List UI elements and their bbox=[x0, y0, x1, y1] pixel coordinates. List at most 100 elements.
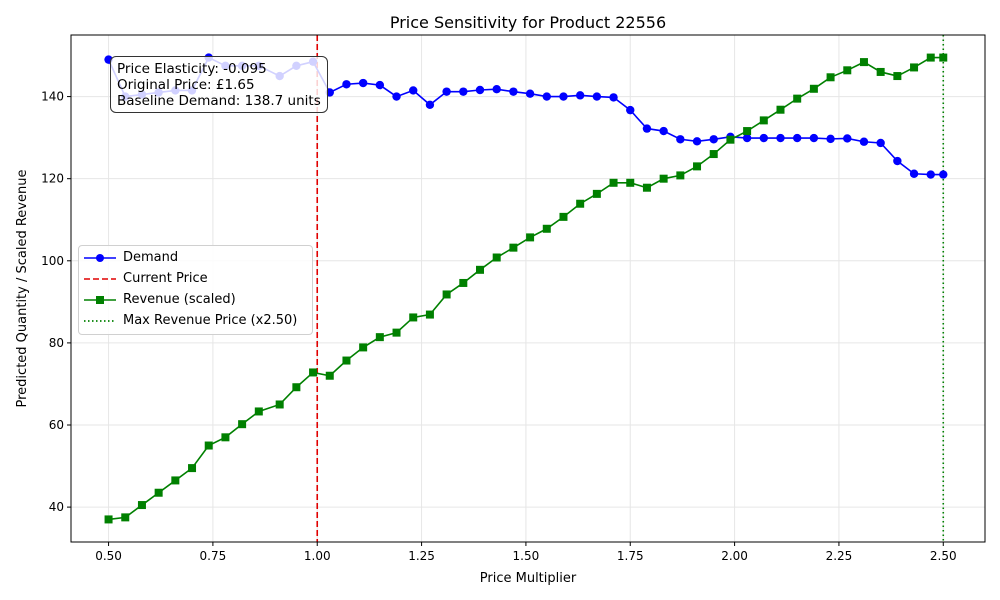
revenue-point bbox=[459, 278, 468, 287]
demand-point bbox=[575, 91, 585, 100]
revenue-point bbox=[359, 343, 368, 352]
revenue-point bbox=[659, 174, 668, 183]
x-tick-label: 1.75 bbox=[617, 549, 644, 563]
demand-point bbox=[926, 170, 935, 179]
revenue-point bbox=[759, 116, 768, 125]
revenue-point bbox=[609, 178, 618, 187]
x-axis: 0.50 0.75 1.00 1.25 1.50 1.75 2.00 2.25 2.50 bbox=[95, 542, 957, 563]
demand-point bbox=[542, 92, 551, 101]
legend-swatch-demand bbox=[84, 254, 116, 262]
revenue-point bbox=[559, 212, 568, 221]
revenue-point bbox=[893, 72, 902, 81]
revenue-point bbox=[154, 488, 163, 497]
revenue-point bbox=[826, 73, 835, 82]
demand-point bbox=[709, 135, 718, 144]
revenue-point bbox=[910, 63, 919, 72]
legend-item-max-revenue-price: Max Revenue Price (x2.50) bbox=[79, 311, 312, 331]
revenue-point bbox=[843, 66, 852, 75]
revenue-point bbox=[626, 178, 635, 187]
revenue-point bbox=[492, 253, 501, 262]
x-tick-label: 1.50 bbox=[513, 549, 540, 563]
revenue-point bbox=[926, 53, 935, 62]
demand-point bbox=[509, 87, 518, 96]
revenue-point bbox=[121, 513, 130, 522]
grid bbox=[71, 35, 985, 542]
annotation-line-original-price: Original Price: £1.65 bbox=[117, 77, 255, 93]
demand-point bbox=[626, 105, 635, 115]
legend-label: Current Price bbox=[123, 271, 208, 286]
revenue-point bbox=[743, 127, 752, 136]
revenue-point bbox=[238, 420, 247, 429]
legend-item-current-price: Current Price bbox=[79, 269, 312, 289]
revenue-point bbox=[709, 150, 718, 159]
revenue-point bbox=[592, 189, 601, 198]
revenue-point bbox=[309, 368, 318, 377]
plot-frame bbox=[70, 34, 986, 543]
revenue-point bbox=[939, 53, 948, 62]
legend-label: Max Revenue Price (x2.50) bbox=[123, 313, 298, 328]
revenue-point bbox=[576, 199, 585, 208]
legend-swatch-max-revenue-price bbox=[84, 320, 116, 322]
revenue-point bbox=[325, 371, 334, 380]
revenue-point bbox=[726, 135, 735, 144]
demand-point bbox=[425, 100, 435, 109]
revenue-point bbox=[809, 84, 818, 93]
revenue-point bbox=[859, 58, 868, 67]
revenue-point bbox=[392, 328, 401, 337]
x-tick-label: 0.75 bbox=[200, 549, 227, 563]
revenue-point bbox=[793, 94, 802, 103]
x-tick-label: 1.00 bbox=[304, 549, 331, 563]
x-tick-label: 1.25 bbox=[408, 549, 435, 563]
legend-swatch-revenue bbox=[84, 296, 116, 304]
demand-point bbox=[475, 85, 485, 95]
demand-point bbox=[409, 86, 418, 95]
revenue-point bbox=[275, 400, 284, 409]
demand-point bbox=[692, 137, 702, 146]
demand-point bbox=[459, 87, 468, 96]
revenue-point bbox=[526, 233, 535, 242]
demand-point bbox=[525, 89, 535, 98]
revenue-point bbox=[676, 171, 685, 180]
demand-point bbox=[909, 169, 919, 178]
series-revenue bbox=[104, 53, 948, 524]
revenue-point bbox=[204, 441, 213, 450]
chart-title: Price Sensitivity for Product 22556 bbox=[390, 13, 666, 32]
y-tick-label: 140 bbox=[41, 90, 64, 104]
demand-point bbox=[843, 134, 852, 143]
x-tick-label: 2.50 bbox=[930, 549, 957, 563]
legend-label: Revenue (scaled) bbox=[123, 292, 236, 307]
y-tick-label: 60 bbox=[49, 418, 64, 432]
revenue-point bbox=[137, 501, 146, 510]
revenue-point bbox=[542, 224, 551, 233]
demand-point bbox=[642, 124, 652, 133]
demand-point bbox=[358, 78, 368, 88]
revenue-point bbox=[693, 162, 702, 171]
demand-point bbox=[609, 93, 618, 102]
demand-point bbox=[492, 84, 501, 94]
demand-point bbox=[759, 133, 769, 143]
demand-point bbox=[893, 156, 902, 166]
annotation-line-baseline-demand: Baseline Demand: 138.7 units bbox=[117, 93, 321, 109]
legend-item-demand: Demand bbox=[79, 248, 312, 268]
x-tick-label: 0.50 bbox=[95, 549, 122, 563]
demand-point bbox=[659, 126, 668, 136]
revenue-point bbox=[375, 333, 384, 342]
demand-point bbox=[592, 92, 602, 101]
x-tick-label: 2.25 bbox=[826, 549, 853, 563]
revenue-point bbox=[876, 67, 885, 76]
revenue-point bbox=[188, 464, 197, 473]
demand-point bbox=[342, 80, 351, 89]
revenue-point bbox=[509, 243, 518, 252]
y-tick-label: 120 bbox=[41, 172, 64, 186]
demand-point bbox=[776, 133, 785, 143]
demand-point bbox=[676, 135, 685, 144]
revenue-point bbox=[292, 383, 301, 392]
demand-point bbox=[559, 92, 568, 101]
x-axis-label: Price Multiplier bbox=[480, 571, 577, 586]
y-axis: 40 60 80 100 120 140 bbox=[41, 90, 71, 514]
demand-point bbox=[375, 80, 385, 90]
demand-point bbox=[809, 133, 819, 143]
stats-annotation: Price Elasticity: -0.095 Original Price:… bbox=[110, 56, 328, 113]
revenue-point bbox=[104, 515, 113, 524]
revenue-point bbox=[221, 433, 230, 442]
